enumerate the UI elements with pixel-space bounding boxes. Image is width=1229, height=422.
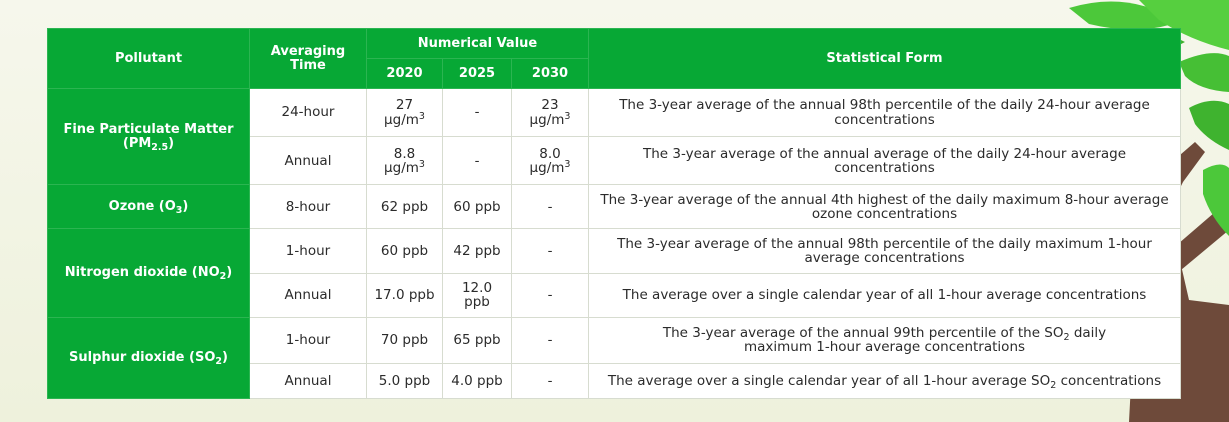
value-2030-cell: 23 µg/m3 [511, 87, 589, 138]
form-text: The 3-year average of the annual 99th pe… [662, 325, 1064, 342]
pollutant-formula-sub: 2 [215, 356, 223, 368]
statistical-form-cell: The 3-year average of the annual 98th pe… [588, 228, 1181, 274]
pollutant-name: Ozone (O [108, 199, 176, 215]
statistical-form-cell: The 3-year average of the annual 4th hig… [588, 184, 1181, 230]
value-2020-cell: 17.0 ppb [366, 272, 443, 318]
value: 8.0 [539, 145, 561, 162]
pollutant-formula-close: ) [182, 199, 189, 215]
form-text: The average over a single calendar year … [607, 372, 1051, 389]
header-averaging-time: Averaging Time [249, 28, 367, 89]
averaging-time-cell: 1-hour [249, 316, 367, 364]
pollutant-pm25: Fine Particulate Matter (PM2.5) [47, 87, 250, 186]
statistical-form-cell: The average over a single calendar year … [588, 272, 1181, 318]
value-2030-cell: - [511, 316, 589, 364]
value: 23 [541, 97, 559, 114]
value-2030-cell: 8.0 µg/m3 [511, 136, 589, 186]
header-pollutant: Pollutant [47, 28, 250, 89]
air-quality-standards-table: Pollutant Averaging Time Numerical Value… [47, 28, 1181, 400]
unit: µg/m3 [384, 158, 425, 176]
form-text: concentrations [1056, 372, 1162, 389]
unit: µg/m3 [529, 158, 571, 176]
value-2030-cell: - [511, 184, 589, 230]
pollutant-name: Nitrogen dioxide (NO [64, 265, 220, 281]
value-2025-cell: - [442, 136, 512, 186]
form-text-sub: 2 [1063, 332, 1070, 344]
pollutant-o3: Ozone (O3) [47, 184, 250, 230]
pollutant-formula-sub: 3 [175, 205, 183, 217]
header-numerical-value: Numerical Value [366, 28, 589, 59]
averaging-time-cell: Annual [249, 136, 367, 186]
value-2025-cell: 4.0 ppb [442, 362, 512, 400]
value: 27 [395, 97, 414, 114]
value-2025-cell: 42 ppb [442, 228, 512, 274]
value-2020-cell: 27 µg/m3 [366, 87, 443, 138]
statistical-form-cell: The 3-year average of the annual 98th pe… [588, 87, 1181, 138]
header-statistical-form: Statistical Form [588, 28, 1181, 89]
value-2030-cell: - [511, 228, 589, 274]
value-2025-cell: 12.0 ppb [442, 272, 512, 318]
value-2030-cell: - [511, 272, 589, 318]
pollutant-so2: Sulphur dioxide (SO2) [47, 316, 250, 400]
pollutant-formula: (PM [122, 135, 152, 151]
pollutant-formula-close: ) [222, 350, 228, 366]
value-2030-cell: - [511, 362, 589, 400]
pollutant-formula-sub: 2 [219, 271, 227, 283]
value-2020-cell: 5.0 ppb [366, 362, 443, 400]
averaging-time-cell: Annual [249, 362, 367, 400]
form-text: daily maximum 1-hour average concentrati… [743, 325, 1107, 356]
form-text-sub: 2 [1050, 379, 1057, 391]
statistical-form-cell: The 3-year average of the annual 99th pe… [588, 316, 1181, 364]
value-2020-cell: 8.8 µg/m3 [366, 136, 443, 186]
pollutant-no2: Nitrogen dioxide (NO2) [47, 228, 250, 318]
averaging-time-cell: 8-hour [249, 184, 367, 230]
value-2025-cell: 60 ppb [442, 184, 512, 230]
value-2025-cell: 65 ppb [442, 316, 512, 364]
value-2025-cell: - [442, 87, 512, 138]
unit: µg/m3 [384, 110, 425, 128]
pollutant-formula-sub: 2.5 [151, 141, 169, 153]
pollutant-formula-close: ) [168, 135, 175, 151]
pollutant-formula-close: ) [226, 265, 233, 281]
pollutant-name: Fine Particulate Matter [63, 122, 234, 137]
value-2020-cell: 60 ppb [366, 228, 443, 274]
value: 8.8 [393, 145, 416, 162]
header-year-2020: 2020 [366, 58, 443, 89]
statistical-form-cell: The 3-year average of the annual average… [588, 136, 1181, 186]
averaging-time-cell: Annual [249, 272, 367, 318]
header-year-2025: 2025 [442, 58, 512, 89]
value-2020-cell: 62 ppb [366, 184, 443, 230]
pollutant-name: Sulphur dioxide (SO [69, 350, 216, 366]
statistical-form-cell: The average over a single calendar year … [588, 362, 1181, 400]
value: 12.0 ppb [461, 279, 493, 311]
value-2020-cell: 70 ppb [366, 316, 443, 364]
averaging-time-cell: 24-hour [249, 87, 367, 138]
averaging-time-cell: 1-hour [249, 228, 367, 274]
header-year-2030: 2030 [511, 58, 589, 89]
unit: µg/m3 [529, 110, 571, 128]
